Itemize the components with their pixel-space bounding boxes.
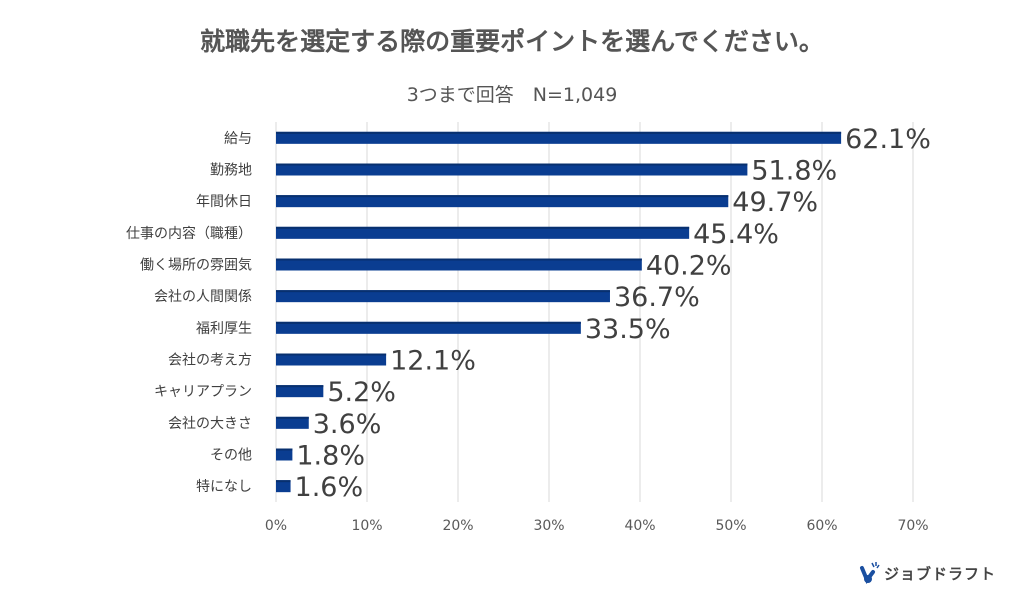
category-label: 会社の人間関係 xyxy=(154,289,252,305)
bar-top-shade xyxy=(276,290,610,293)
x-tick-label: 40% xyxy=(624,518,655,534)
bar xyxy=(276,290,610,303)
bar-top-shade xyxy=(276,163,748,166)
category-label: 会社の考え方 xyxy=(168,353,252,369)
logo-text: ジョブドラフト xyxy=(884,564,997,583)
chart-subtitle: 3つまで回答 N=1,049 xyxy=(406,84,618,106)
bar-top-shade xyxy=(276,131,842,134)
data-label: 45.4% xyxy=(693,219,779,250)
category-label: 年間休日 xyxy=(196,194,252,210)
category-label: 働く場所の雰囲気 xyxy=(140,258,252,274)
bar-top-shade xyxy=(276,226,690,229)
bar xyxy=(276,226,690,239)
logo-icon xyxy=(860,562,880,584)
category-label: キャリアプラン xyxy=(154,384,252,400)
data-label: 12.1% xyxy=(390,346,476,377)
x-tick-label: 30% xyxy=(533,518,564,534)
bar xyxy=(276,195,729,208)
bar xyxy=(276,480,291,493)
chart-title: 就職先を選定する際の重要ポイントを選んでください。 xyxy=(200,27,824,56)
bar-top-shade xyxy=(276,480,291,483)
x-tick-label: 20% xyxy=(442,518,473,534)
x-tick-label: 10% xyxy=(351,518,382,534)
bar-top-shade xyxy=(276,385,324,388)
category-label: 給与 xyxy=(224,131,252,147)
data-label: 40.2% xyxy=(646,251,732,282)
category-label: 福利厚生 xyxy=(196,321,252,337)
bar xyxy=(276,385,324,398)
category-label: 特になし xyxy=(196,479,252,495)
bar xyxy=(276,131,842,144)
bar xyxy=(276,163,748,176)
bar-top-shade xyxy=(276,353,387,356)
data-label: 49.7% xyxy=(732,187,818,218)
bar-top-shade xyxy=(276,195,729,198)
bar-top-shade xyxy=(276,258,642,261)
logo: ジョブドラフト xyxy=(858,560,996,586)
bar xyxy=(276,258,642,271)
bar xyxy=(276,448,293,461)
category-label: 会社の大きさ xyxy=(168,416,252,432)
data-label: 1.8% xyxy=(296,441,365,472)
data-label: 62.1% xyxy=(845,124,931,155)
bar xyxy=(276,321,581,334)
x-tick-label: 70% xyxy=(897,518,928,534)
data-label: 3.6% xyxy=(313,409,382,440)
bar-top-shade xyxy=(276,416,309,419)
category-label: 勤務地 xyxy=(210,163,252,179)
category-label: 仕事の内容（職種） xyxy=(126,225,252,242)
data-label: 1.6% xyxy=(295,472,364,503)
x-tick-label: 60% xyxy=(806,518,837,534)
bar-top-shade xyxy=(276,448,293,451)
data-label: 5.2% xyxy=(327,377,396,408)
x-tick-label: 0% xyxy=(265,518,287,534)
x-tick-label: 50% xyxy=(715,518,746,534)
data-label: 51.8% xyxy=(751,156,837,187)
bar-top-shade xyxy=(276,321,581,324)
category-label: その他 xyxy=(210,448,252,464)
data-label: 33.5% xyxy=(585,314,671,345)
bar xyxy=(276,416,309,429)
bar xyxy=(276,353,387,366)
data-label: 36.7% xyxy=(614,282,700,313)
